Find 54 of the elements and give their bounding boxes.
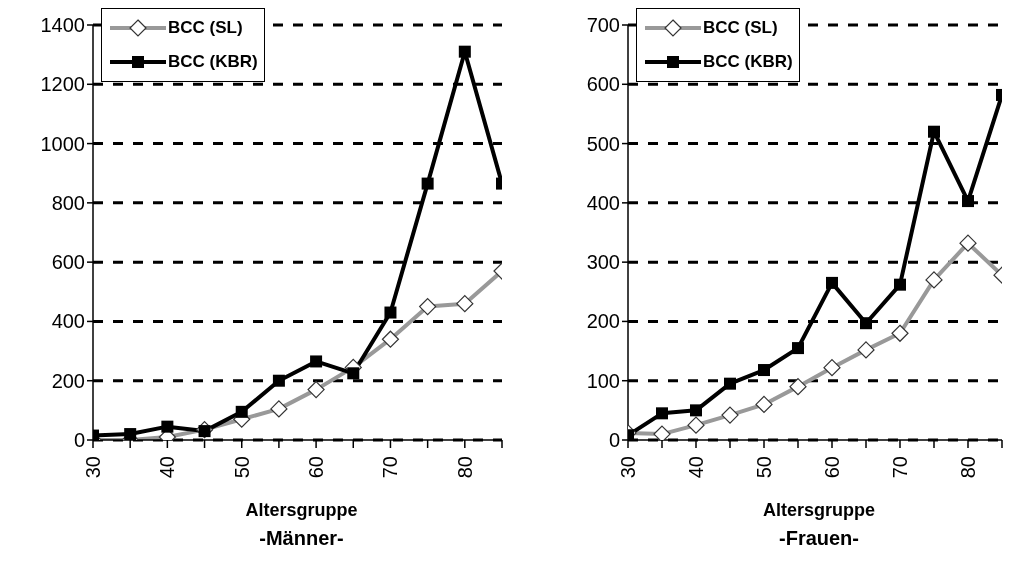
- legend-label: BCC (KBR): [168, 51, 258, 73]
- legend-label: BCC (KBR): [703, 51, 793, 73]
- point: [758, 364, 770, 377]
- point: [826, 276, 838, 289]
- x-tick-label: 60: [305, 456, 328, 479]
- y-tick-label: 1000: [40, 131, 85, 156]
- x-tick-label: 50: [230, 456, 253, 479]
- point: [235, 405, 248, 418]
- point: [421, 177, 434, 190]
- text: -Frauen-: [778, 527, 860, 550]
- point: [272, 374, 285, 387]
- point: [894, 278, 906, 291]
- x-tick-label: 50: [753, 456, 775, 479]
- point: [656, 407, 668, 420]
- point: [724, 377, 736, 390]
- x-tick-label: 80: [453, 456, 476, 479]
- y-tick-label: 1400: [40, 13, 85, 37]
- y-tick-label: 800: [51, 190, 85, 215]
- y-tick-label: 700: [586, 13, 620, 37]
- point: [384, 306, 397, 319]
- point: [161, 420, 174, 433]
- point: [347, 367, 360, 380]
- y-tick-label: 0: [608, 428, 620, 452]
- x-tick-label: 40: [685, 456, 707, 479]
- y-tick-label: 600: [586, 72, 620, 97]
- x-axis-title: Altersgruppe: [244, 500, 359, 521]
- y-tick-label: 600: [51, 250, 85, 275]
- x-tick-label: 30: [82, 456, 104, 479]
- point: [962, 195, 974, 208]
- point: [310, 355, 323, 368]
- point: [458, 45, 471, 58]
- x-axis-title: Altersgruppe: [762, 500, 876, 521]
- x-tick-label: 70: [379, 456, 402, 479]
- x-tick-label: 70: [889, 456, 911, 479]
- point: [928, 125, 940, 138]
- y-tick-label: 100: [586, 368, 620, 393]
- legend-label: BCC (SL): [703, 17, 778, 39]
- y-tick-label: 300: [586, 250, 620, 275]
- x-tick-label: 30: [617, 456, 639, 479]
- point: [860, 317, 872, 330]
- y-tick-label: 500: [586, 131, 620, 156]
- y-tick-label: 1200: [40, 72, 85, 97]
- y-tick-label: 200: [51, 368, 85, 393]
- y-tick-label: 0: [73, 428, 85, 452]
- text: -Männer-: [258, 527, 345, 550]
- point: [792, 342, 804, 355]
- x-tick-label: 40: [156, 456, 179, 479]
- y-tick-label: 400: [51, 309, 85, 334]
- y-tick-label: 200: [586, 309, 620, 334]
- x-tick-label: 80: [957, 456, 979, 479]
- point: [690, 404, 702, 417]
- legend-label: BCC (SL): [168, 17, 243, 39]
- x-tick-label: 60: [821, 456, 843, 479]
- y-tick-label: 400: [586, 190, 620, 215]
